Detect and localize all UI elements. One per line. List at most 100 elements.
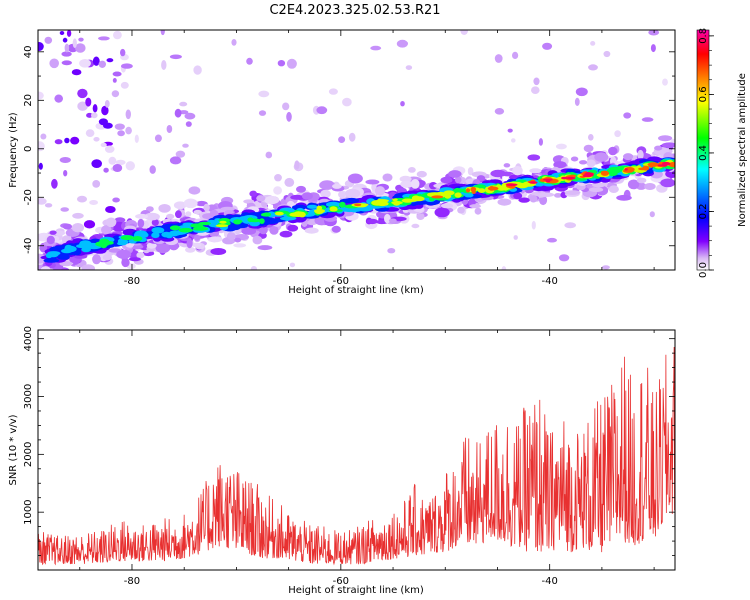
heat-cell (366, 218, 378, 225)
heat-cell (583, 144, 594, 153)
heat-cell (638, 167, 648, 171)
snr-ticks: -80 -60 -40 1000 2000 3000 4000 (23, 326, 675, 587)
colorbar-tick-label: 0.2 (698, 204, 709, 220)
heat-cell (444, 193, 452, 199)
heat-cell (511, 138, 516, 143)
heat-cell (284, 177, 295, 187)
heat-cell (81, 264, 95, 270)
heat-cell (75, 43, 86, 53)
heat-cell (151, 232, 160, 239)
heat-cell (92, 104, 98, 113)
heat-cell (76, 244, 87, 249)
heat-cell (286, 58, 297, 69)
heat-cell (269, 226, 279, 235)
heat-cell (137, 218, 145, 228)
heat-cell (114, 217, 126, 223)
heat-cell (256, 195, 266, 202)
heat-cell (589, 187, 604, 193)
heat-cell (564, 222, 576, 229)
heat-cell (265, 151, 273, 159)
heat-cell (112, 71, 122, 77)
heat-cell (83, 220, 96, 229)
heat-cell (154, 134, 162, 143)
colorbar-tick-label: 0.8 (698, 28, 709, 44)
heat-cell (440, 176, 453, 184)
heat-cell (443, 190, 455, 196)
heat-cell (494, 54, 503, 63)
heat-cell (531, 86, 540, 94)
heat-cell (542, 178, 553, 181)
heat-cell (649, 211, 655, 218)
heat-cell (169, 156, 182, 165)
heat-cell (400, 180, 414, 188)
x-tick-label: -80 (124, 576, 140, 587)
heat-cell (47, 272, 62, 278)
heat-cell (636, 177, 647, 184)
heat-cell (648, 163, 655, 168)
heat-cell (233, 219, 242, 225)
heat-cell (47, 251, 59, 258)
heat-cell (115, 159, 126, 165)
x-tick-label: -40 (542, 576, 558, 587)
x-tick-label: -60 (333, 276, 349, 287)
heat-cell (661, 142, 675, 148)
colorbar-tick-label: 0.6 (698, 86, 709, 102)
heat-cell (155, 243, 171, 254)
y-tick-label: 3000 (23, 384, 34, 409)
heat-cell (241, 227, 257, 235)
heat-cell (98, 118, 108, 126)
heat-cell (338, 191, 346, 198)
heat-cell (231, 39, 237, 46)
heat-cell (264, 196, 280, 205)
heat-cell (574, 97, 580, 106)
heat-cell (64, 244, 73, 251)
heat-cell (58, 254, 70, 260)
heat-cell (490, 169, 506, 178)
heat-cell (294, 160, 300, 170)
spectrogram-ylabel: Frequency (Hz) (8, 112, 19, 188)
y-tick-label: 0 (23, 146, 34, 152)
heat-cell (501, 266, 507, 270)
heat-cell (665, 169, 675, 178)
heat-cell (518, 197, 530, 203)
heat-cell (339, 201, 346, 208)
heat-cell (388, 218, 397, 223)
heat-cell (399, 175, 412, 183)
heat-cell (43, 258, 60, 263)
y-tick-label: 2000 (23, 442, 34, 467)
heat-cell (259, 218, 265, 225)
heat-cell (374, 186, 386, 196)
heat-cell (38, 141, 45, 152)
heat-cell (226, 232, 236, 241)
heat-cell (507, 128, 513, 133)
heat-cell (220, 206, 235, 212)
heat-cell (342, 97, 352, 107)
heat-cell (320, 189, 331, 199)
heat-cell (248, 212, 265, 217)
heat-cell (59, 261, 73, 267)
heat-cell (100, 142, 107, 148)
colorbar-ticks: 0.0 0.2 0.4 0.6 0.8 (698, 28, 714, 278)
heat-cell (301, 192, 313, 200)
heat-cell (588, 134, 594, 141)
heat-cell (512, 166, 523, 176)
heat-cell (376, 201, 389, 207)
heat-cell (648, 30, 660, 36)
heat-cell (63, 170, 68, 177)
heat-cell (513, 192, 523, 200)
heat-cell (116, 249, 132, 259)
heat-cell (405, 65, 413, 70)
heat-cell (132, 236, 143, 242)
snr-series-line (38, 347, 675, 566)
spectrogram-ticks: -80 -60 -40 -40 -20 0 20 40 (23, 30, 675, 287)
heat-cell (600, 170, 609, 174)
heat-cell (79, 59, 91, 68)
heat-cell (396, 39, 408, 48)
heat-cell (166, 125, 173, 133)
heat-cell (555, 143, 567, 150)
heat-cell (72, 38, 77, 48)
heat-cell (603, 50, 611, 58)
heat-cell (608, 185, 619, 193)
heat-cell (506, 183, 518, 187)
y-tick-label: -40 (23, 238, 34, 254)
